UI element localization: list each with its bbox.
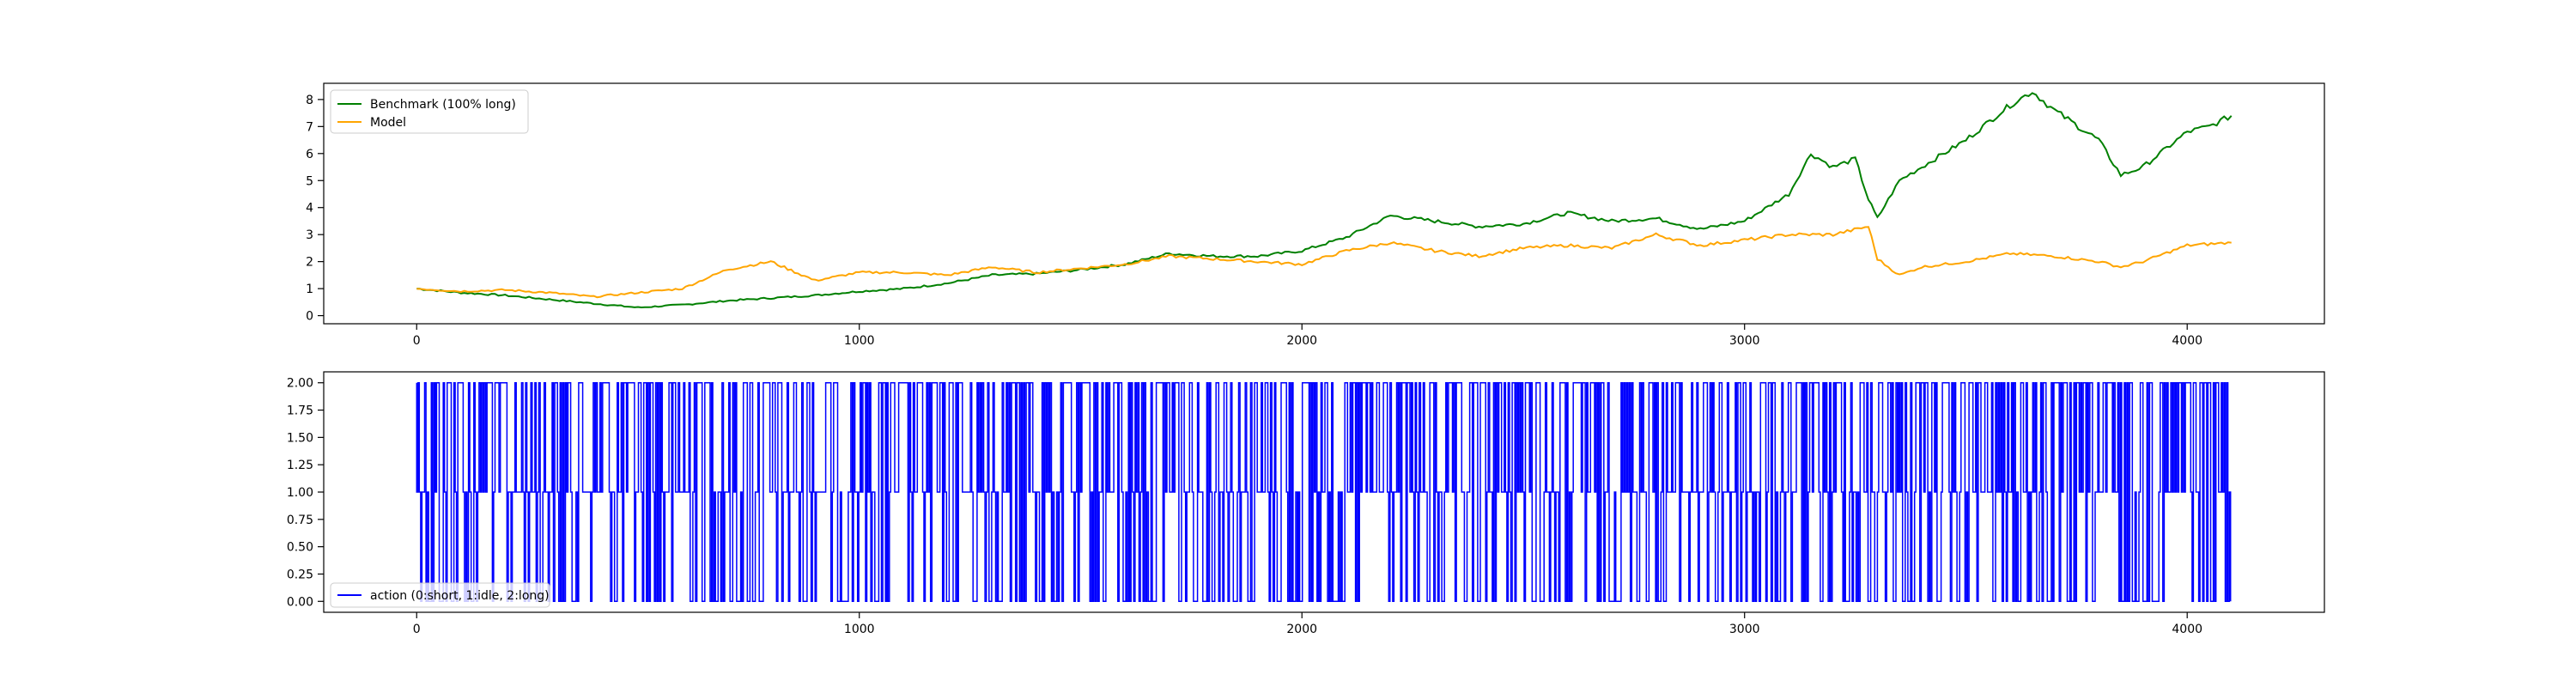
y-tick-label: 1.50 [287, 431, 313, 445]
y-tick-label: 0 [306, 310, 313, 324]
y-tick-label: 5 [306, 174, 313, 188]
legend: Benchmark (100% long) Model [330, 89, 529, 134]
y-tick-label: 8 [306, 94, 313, 107]
legend-box [330, 582, 550, 608]
x-tick-label: 1000 [844, 334, 875, 348]
series-line-benchmark [416, 92, 2233, 309]
x-tick-label: 0 [413, 334, 421, 348]
x-tick-label: 1000 [844, 623, 875, 636]
y-tick-label: 0.50 [287, 541, 313, 555]
action-chart: 0 1000 2000 3000 4000 0.00 0.25 0.50 0.75 1.00 1.2… [287, 371, 2325, 636]
y-tick-label: 1.00 [287, 486, 313, 500]
y-tick-label: 0.75 [287, 514, 313, 527]
y-tick-label: 6 [306, 148, 313, 161]
y-tick-label: 7 [306, 120, 313, 134]
y-tick-label: 1.25 [287, 459, 313, 472]
x-tick-label: 4000 [2172, 334, 2202, 348]
series-line-model [416, 226, 2232, 299]
y-tick-label: 0.00 [287, 595, 313, 609]
y-tick-label: 2.00 [287, 377, 313, 391]
x-tick-label: 3000 [1729, 334, 1760, 348]
axes-frame [323, 82, 2325, 325]
y-tick-label: 3 [306, 228, 313, 242]
x-tick-label: 4000 [2172, 623, 2202, 636]
legend-label: action (0:short, 1:idle, 2:long) [370, 589, 550, 603]
y-tick-label: 2 [306, 256, 313, 270]
y-tick-label: 4 [306, 202, 313, 216]
x-tick-label: 2000 [1286, 623, 1317, 636]
legend-label: Benchmark (100% long) [370, 98, 516, 112]
legend-label: Model [370, 116, 406, 130]
y-tick-label: 1.75 [287, 404, 313, 418]
series-line-action [416, 381, 2232, 603]
equity-chart: 0 1000 2000 3000 4000 0 1 2 3 4 5 6 7 8 Benchmark (100… [306, 82, 2325, 348]
x-tick-label: 0 [413, 623, 421, 636]
legend-box [330, 89, 529, 134]
y-tick-label: 1 [306, 283, 313, 296]
y-tick-label: 0.25 [287, 568, 313, 581]
x-tick-label: 3000 [1729, 623, 1760, 636]
x-tick-label: 2000 [1286, 334, 1317, 348]
legend: action (0:short, 1:idle, 2:long) [330, 582, 550, 608]
